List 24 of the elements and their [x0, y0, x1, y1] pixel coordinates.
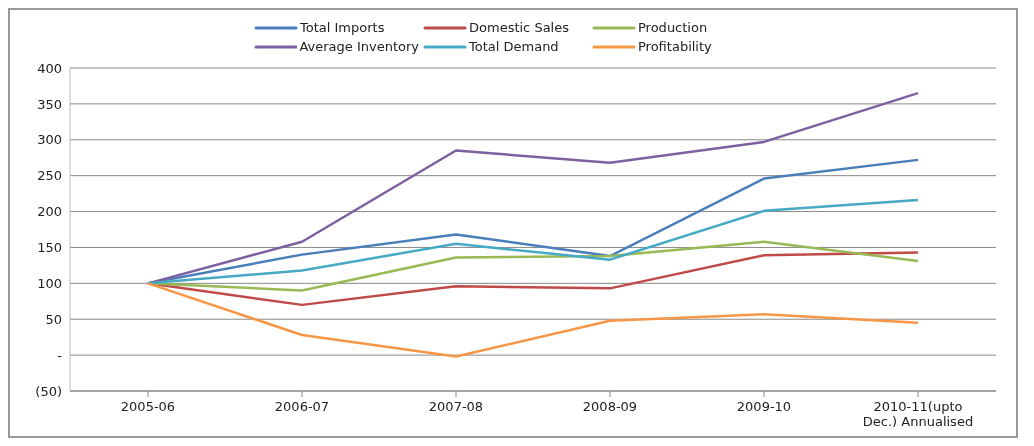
line-series — [146, 282, 920, 358]
legend-label: Domestic Sales — [469, 20, 569, 35]
x-tick-label: 2010-11(upto Dec.) Annualised — [862, 399, 974, 429]
x-tick-label: 2008-09 — [582, 399, 638, 414]
y-tick-label: 250 — [37, 168, 62, 184]
legend-label: Average Inventory — [299, 39, 419, 54]
x-tick-label: 2006-07 — [274, 399, 330, 414]
line-series — [146, 198, 920, 285]
x-tick-label: 2009-10 — [736, 399, 792, 414]
y-tick-label: 300 — [37, 132, 62, 148]
legend-label: Production — [638, 20, 708, 35]
y-tick-label: 150 — [37, 240, 62, 256]
legend-label: Total Demand — [469, 39, 559, 54]
legend-label: Profitability — [638, 39, 712, 54]
y-tick-label: - — [57, 347, 63, 363]
y-tick-label: 200 — [37, 204, 62, 220]
y-tick-label: 400 — [37, 60, 62, 76]
legend-label: Total Imports — [300, 20, 385, 35]
y-tick-label: (50) — [35, 383, 62, 399]
y-tick-label: 100 — [37, 275, 62, 291]
y-tick-label: 50 — [45, 311, 62, 327]
x-tick-label: 2005-06 — [120, 399, 176, 414]
x-tick-label: 2007-08 — [428, 399, 484, 414]
y-tick-label: 350 — [37, 96, 62, 112]
